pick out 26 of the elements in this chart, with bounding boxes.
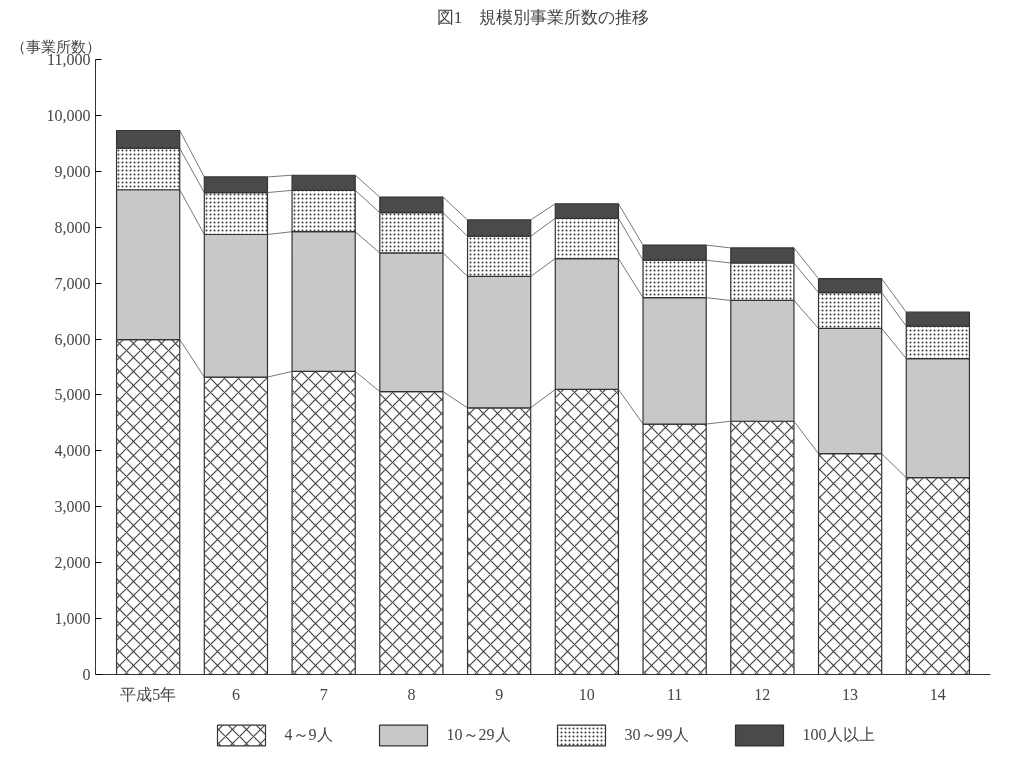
y-tick-label: 7,000 [54, 274, 91, 292]
y-tick-label: 2,000 [54, 554, 91, 572]
y-tick-label: 4,000 [54, 442, 91, 460]
legend-label: 100人以上 [802, 724, 875, 745]
x-tick-label: 12 [754, 685, 771, 703]
x-tick-label: 6 [231, 685, 240, 703]
x-tick-label: 11 [666, 685, 683, 703]
y-tick-label: 3,000 [54, 498, 91, 516]
y-tick-label: 0 [82, 666, 91, 683]
x-tick-label: 13 [842, 685, 859, 703]
legend-label: 30～99人 [624, 724, 689, 745]
y-tick-label: 1,000 [54, 610, 91, 628]
y-tick-label: 6,000 [54, 330, 91, 348]
x-tick-label: 7 [319, 685, 328, 703]
y-tick-label: 8,000 [54, 218, 91, 236]
x-tick-label: 10 [578, 685, 595, 703]
x-tick-label: 14 [929, 685, 946, 703]
x-tick-label: 9 [495, 685, 504, 703]
legend-label: 4～9人 [284, 724, 333, 745]
legend-label: 10～29人 [446, 724, 511, 745]
y-tick-label: 10,000 [46, 106, 91, 124]
y-tick-label: 5,000 [54, 386, 91, 404]
y-tick-label: 9,000 [54, 162, 91, 180]
chart-title: 図1 規模別事業所数の推移 [436, 7, 650, 27]
x-tick-label: 8 [407, 685, 416, 703]
x-tick-label: 平成5年 [120, 685, 177, 703]
